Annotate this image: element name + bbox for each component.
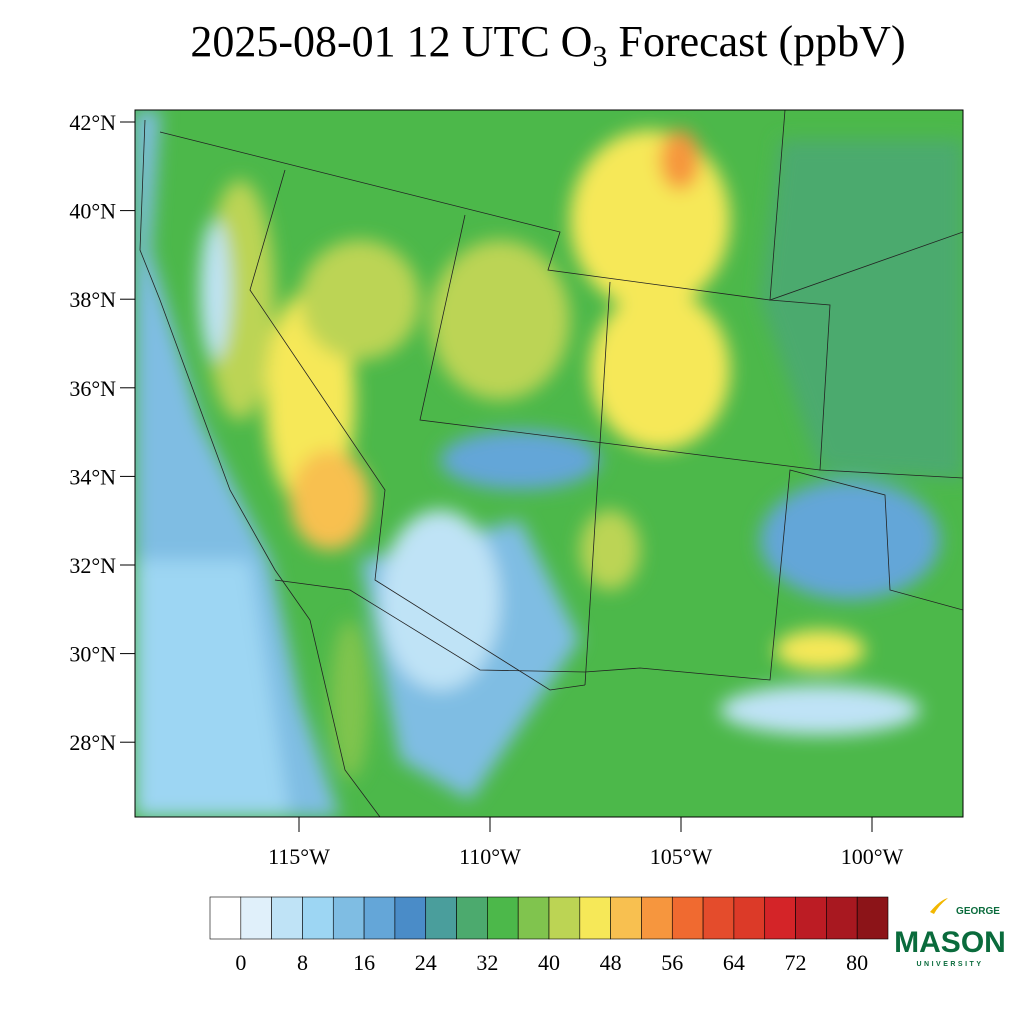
lon-label: 110°W: [459, 844, 521, 869]
lon-label: 100°W: [841, 844, 904, 869]
colorbar-box: [332, 896, 365, 940]
lon-label: 105°W: [650, 844, 713, 869]
lon-label: 115°W: [268, 844, 330, 869]
lat-label: 36°N: [69, 376, 116, 401]
colorbar-box: [733, 896, 766, 940]
colorbar-box: [548, 896, 581, 940]
colorbar-box: [425, 896, 457, 940]
colorbar-box: [826, 896, 858, 940]
colorbar-box: [487, 896, 519, 940]
logo: GEORGE MASON UNIVERSITY: [894, 898, 1006, 968]
lat-label: 40°N: [69, 199, 116, 224]
colorbar-label: 64: [723, 950, 745, 975]
map-frame: [134, 109, 964, 818]
lat-label: 32°N: [69, 553, 116, 578]
colorbar-box: [209, 896, 242, 940]
colorbar-label: 40: [538, 950, 560, 975]
colorbar-box: [641, 896, 673, 940]
colorbar-label: 48: [600, 950, 622, 975]
colorbar-box: [456, 896, 488, 940]
colorbar-box: [363, 896, 396, 940]
colorbar-box: [240, 896, 272, 940]
colorbar-box: [856, 896, 889, 940]
colorbar-box: [610, 896, 642, 940]
colorbar-label: 8: [297, 950, 308, 975]
title: 2025-08-01 12 UTC O3 Forecast (ppbV): [190, 17, 905, 73]
colorbar-box: [517, 896, 550, 940]
logo-top: GEORGE: [956, 906, 1000, 917]
colorbar-label: 80: [846, 950, 868, 975]
lat-label: 28°N: [69, 730, 116, 755]
lat-label: 34°N: [69, 464, 116, 489]
colorbar-box: [302, 896, 334, 940]
colorbar-box: [702, 896, 735, 940]
colorbar-label: 24: [415, 950, 437, 975]
colorbar-box: [394, 896, 427, 940]
colorbar-label: 72: [785, 950, 807, 975]
colorbar-box: [764, 896, 796, 940]
map-field: [135, 110, 963, 817]
logo-bottom: UNIVERSITY: [916, 961, 983, 968]
colorbar-box: [671, 896, 704, 940]
lat-label: 42°N: [69, 110, 116, 135]
colorbar-box: [795, 896, 827, 940]
colorbar-label: 56: [661, 950, 683, 975]
colorbar-label: 0: [235, 950, 246, 975]
logo-main: MASON: [894, 926, 1006, 959]
colorbar-box: [271, 896, 303, 940]
colorbar-box: [579, 896, 611, 940]
lat-label: 38°N: [69, 287, 116, 312]
colorbar-label: 32: [476, 950, 498, 975]
lat-label: 30°N: [69, 642, 116, 667]
colorbar-label: 16: [353, 950, 375, 975]
